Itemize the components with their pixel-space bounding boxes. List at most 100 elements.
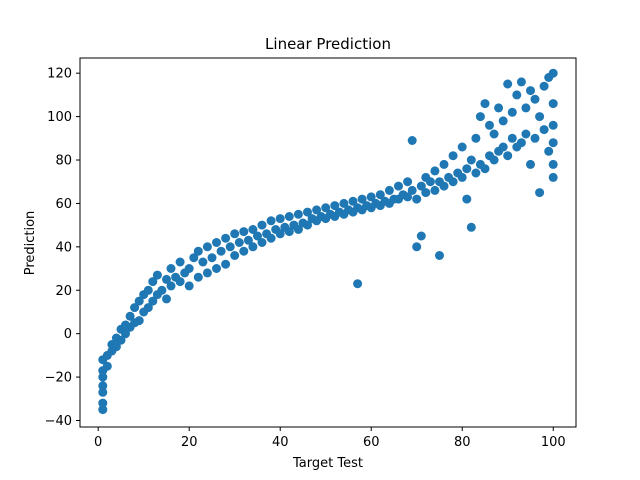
x-tick-label: 40	[272, 435, 289, 450]
data-point	[548, 172, 558, 182]
data-point	[98, 405, 108, 415]
data-point	[198, 257, 208, 267]
data-point	[412, 194, 422, 204]
data-point	[475, 112, 485, 122]
y-tick-label: −20	[45, 371, 72, 386]
y-tick-label: 0	[64, 327, 72, 342]
x-tick-label: 20	[181, 435, 198, 450]
data-point	[207, 253, 217, 263]
data-point	[530, 133, 540, 143]
data-point	[526, 159, 535, 169]
data-point	[448, 177, 458, 187]
y-tick-label: 20	[55, 284, 72, 299]
data-point	[339, 198, 349, 208]
data-point	[489, 155, 499, 165]
data-point	[407, 185, 417, 195]
data-point	[148, 296, 158, 306]
chart-title: Linear Prediction	[265, 35, 391, 53]
data-point	[530, 94, 540, 104]
y-tick-label: 80	[55, 154, 72, 169]
x-axis-label: Target Test	[292, 456, 363, 471]
data-point	[121, 329, 130, 339]
data-point	[166, 281, 176, 291]
data-point	[312, 205, 322, 215]
data-point	[521, 103, 531, 113]
data-point	[102, 361, 112, 371]
data-point	[275, 214, 285, 224]
data-point	[548, 99, 558, 109]
data-point	[539, 125, 549, 135]
data-point	[416, 231, 426, 241]
y-tick-label: 40	[55, 240, 72, 255]
data-point	[494, 103, 504, 113]
data-point	[293, 225, 303, 234]
data-point	[430, 166, 440, 176]
data-point	[175, 277, 185, 287]
data-point	[98, 381, 108, 391]
data-point	[498, 116, 508, 126]
data-point	[366, 192, 376, 202]
data-point	[403, 177, 413, 187]
x-tick-label: 60	[363, 435, 380, 450]
data-point	[162, 274, 171, 284]
data-point	[507, 107, 517, 117]
data-point	[130, 303, 140, 313]
data-point	[125, 311, 135, 321]
data-point	[148, 277, 158, 287]
data-point	[512, 90, 522, 100]
data-point	[439, 181, 449, 191]
data-point	[225, 242, 235, 252]
y-axis-label: Prediction	[23, 211, 38, 276]
data-point	[507, 133, 517, 143]
data-point	[384, 185, 394, 195]
data-point	[448, 151, 458, 161]
data-point	[143, 303, 153, 313]
data-point	[134, 296, 144, 306]
data-point	[425, 177, 435, 187]
data-point	[548, 138, 558, 148]
data-point	[284, 227, 294, 237]
data-point	[293, 209, 303, 219]
data-point	[157, 285, 167, 295]
data-point	[407, 136, 417, 145]
y-tick-label: 120	[47, 67, 72, 82]
data-point	[202, 268, 212, 278]
data-point	[166, 264, 176, 273]
data-point	[162, 294, 171, 304]
data-point	[435, 251, 444, 260]
x-tick-label: 0	[94, 435, 102, 450]
data-point	[357, 194, 367, 204]
y-tick-label: 100	[47, 110, 72, 125]
data-point	[321, 203, 331, 213]
data-point	[275, 229, 285, 239]
data-point	[430, 185, 440, 195]
plot-frame	[79, 57, 577, 428]
x-tick-label: 80	[454, 435, 471, 450]
data-point	[266, 216, 276, 226]
data-point	[412, 242, 422, 252]
data-point	[535, 188, 545, 198]
data-point	[457, 172, 467, 182]
data-point	[143, 285, 153, 295]
data-point	[221, 259, 231, 269]
data-point	[221, 233, 231, 243]
y-axis-ticks: −40 −20 0 20 40 60 80 100 120	[45, 67, 80, 429]
data-point	[230, 229, 240, 239]
data-point	[189, 253, 199, 263]
data-point	[253, 231, 262, 241]
data-point	[480, 164, 490, 174]
data-point	[98, 372, 108, 382]
data-point	[539, 81, 549, 91]
data-point	[212, 264, 221, 273]
data-point	[248, 225, 258, 234]
data-point	[257, 220, 267, 230]
data-point	[457, 142, 467, 152]
data-point	[216, 246, 226, 256]
data-point	[503, 151, 513, 161]
data-point	[134, 316, 144, 326]
data-point	[175, 257, 185, 267]
data-point	[184, 264, 194, 273]
data-point	[239, 227, 249, 237]
data-point	[498, 142, 508, 152]
data-point	[98, 398, 108, 408]
